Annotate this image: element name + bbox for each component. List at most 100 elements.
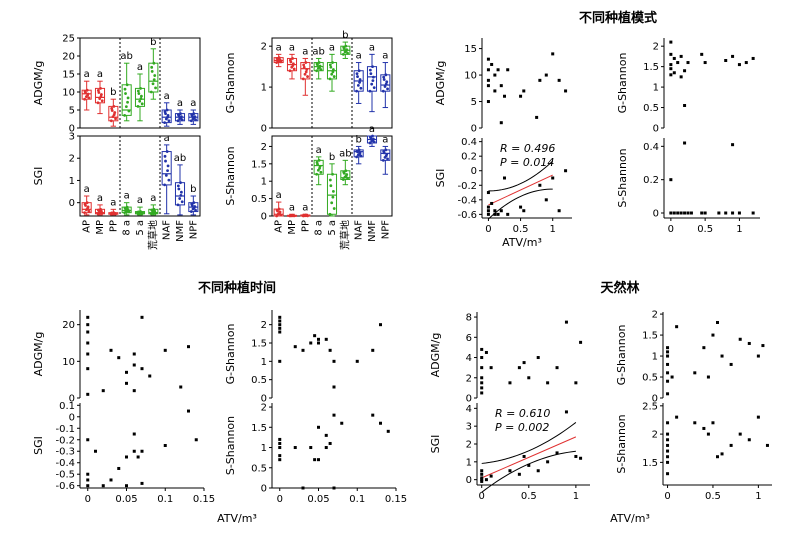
- data-point: [132, 389, 136, 393]
- jitter-point: [123, 87, 127, 91]
- y-tick-label: 1.5: [643, 62, 659, 73]
- y-tick-label: 2: [261, 142, 267, 153]
- data-point: [86, 352, 90, 356]
- y-tick-label: 3: [69, 132, 75, 143]
- data-point: [744, 61, 748, 65]
- jitter-point: [344, 49, 348, 53]
- data-point: [86, 367, 90, 371]
- y-tick-label: 10: [62, 88, 75, 99]
- data-point: [666, 371, 670, 375]
- jitter-point: [124, 105, 128, 109]
- data-point: [86, 392, 90, 396]
- jitter-point: [315, 69, 319, 73]
- jitter-point: [150, 70, 154, 73]
- subplot-natural-0: 0 2 4 6 8 ADGM/g: [429, 312, 583, 405]
- data-point: [480, 356, 484, 360]
- data-point: [546, 381, 550, 385]
- data-point: [140, 449, 144, 453]
- data-point: [729, 362, 733, 366]
- y-axis-label: ADGM/g: [32, 332, 45, 377]
- y-tick-label: 0.2: [461, 152, 477, 163]
- jitter-point: [99, 210, 103, 214]
- data-point: [480, 479, 484, 483]
- data-point: [163, 348, 167, 352]
- data-point: [486, 68, 490, 72]
- jitter-point: [151, 82, 155, 86]
- jitter-point: [190, 113, 194, 117]
- y-tick-label: -0.6: [55, 481, 75, 492]
- data-point: [86, 315, 90, 319]
- jitter-point: [328, 77, 332, 81]
- data-point: [544, 73, 548, 77]
- data-point: [480, 376, 484, 380]
- data-point: [666, 379, 670, 383]
- y-tick-label: 1: [261, 83, 267, 94]
- data-point: [317, 341, 320, 345]
- category-label: AP: [82, 220, 93, 233]
- y-tick-label: 15: [62, 70, 75, 81]
- data-point: [490, 201, 494, 205]
- jitter-point: [85, 88, 89, 92]
- jitter-point: [149, 90, 153, 94]
- y-tick-label: 0.2: [643, 175, 659, 186]
- jitter-point: [359, 154, 363, 158]
- data-point: [686, 211, 690, 215]
- category-label: AP: [274, 220, 285, 233]
- data-point: [517, 472, 521, 476]
- jitter-point: [370, 82, 374, 86]
- jitter-point: [371, 79, 375, 83]
- jitter-point: [139, 211, 143, 215]
- category-label: 8 a: [314, 220, 325, 236]
- jitter-point: [111, 115, 115, 119]
- jitter-point: [382, 75, 386, 79]
- data-point: [194, 438, 198, 442]
- y-axis-label: SGI: [429, 435, 442, 454]
- jitter-point: [150, 208, 154, 212]
- category-label: PP: [300, 220, 311, 232]
- x-tick-label: 0.1: [349, 494, 365, 505]
- jitter-point: [136, 210, 140, 214]
- subplot-mode-0: 0 5 10 15 ADGM/g: [434, 38, 568, 135]
- data-point: [499, 84, 503, 88]
- data-point: [278, 359, 282, 363]
- y-axis-label: ADGM/g: [429, 333, 442, 378]
- data-point: [493, 73, 497, 77]
- data-point: [551, 176, 555, 180]
- data-point: [278, 326, 282, 330]
- data-point: [720, 354, 724, 358]
- data-point: [666, 362, 670, 366]
- data-point: [527, 376, 531, 380]
- jitter-point: [317, 158, 321, 162]
- y-tick-label: 1: [261, 177, 267, 188]
- x-tick-label: 0.05: [307, 494, 329, 505]
- jitter-point: [176, 184, 180, 188]
- data-point: [163, 444, 167, 447]
- jitter-point: [328, 178, 332, 182]
- significance-letter: a: [369, 124, 375, 135]
- y-tick-label: 15: [464, 44, 477, 55]
- data-point: [564, 320, 568, 324]
- data-point: [109, 478, 113, 482]
- data-point: [187, 409, 190, 413]
- y-tick-label: 0.4: [643, 142, 659, 153]
- jitter-point: [180, 118, 184, 122]
- y-tick-label: 1: [69, 176, 75, 187]
- data-point: [517, 366, 521, 370]
- data-point: [666, 449, 670, 453]
- data-point: [683, 104, 687, 107]
- data-point: [669, 73, 673, 77]
- y-tick-label: 1: [653, 83, 659, 94]
- subplot-natural-3: 1.5 2 2.5 0 0.5 1 S-Shannon: [615, 401, 772, 502]
- jitter-point: [356, 83, 360, 87]
- subplot-natural-1: 0 0.5 1 1.5 2 G-Shannon: [615, 310, 765, 405]
- significance-letter: a: [150, 193, 156, 204]
- jitter-point: [302, 65, 306, 69]
- data-point: [480, 386, 484, 390]
- y-tick-label: 2: [653, 42, 659, 53]
- jitter-point: [372, 140, 376, 144]
- jitter-point: [371, 134, 374, 138]
- stat-label: R = 0.496: [500, 142, 555, 155]
- data-point: [313, 334, 317, 338]
